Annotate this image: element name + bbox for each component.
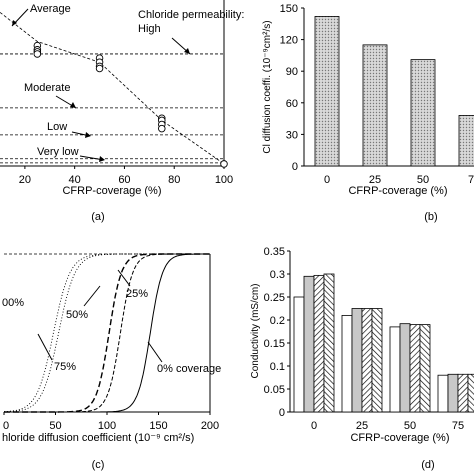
- bar: [458, 115, 474, 167]
- x-axis-label: CFRP-coverage (%): [62, 185, 161, 197]
- panel-d: 0 0.05 0.1 0.15 0.2 0.25 0.3 0.35 0 25 50 75CFRP-co…: [250, 246, 474, 471]
- y-tick-label: 0.1: [270, 361, 285, 373]
- panel-label: (a): [91, 211, 104, 223]
- panel-label: (c): [92, 459, 105, 471]
- arrow-0: [147, 341, 163, 363]
- y-axis-label: Conductivity (mS/cm): [250, 283, 261, 378]
- x-tick-label: 20: [19, 174, 31, 186]
- y-tick-label: 0.3: [270, 269, 285, 281]
- bar: [371, 308, 383, 413]
- y-tick-label: 120: [280, 35, 298, 47]
- label-high-2: High: [138, 23, 161, 35]
- bar: [399, 323, 411, 413]
- panel-c: 0 50 100 150 200 hloride diffusion coefficien…: [2, 253, 221, 471]
- series-line: [4, 253, 210, 413]
- y-tick-label: 150: [280, 3, 298, 15]
- y-tick-label: 0.2: [270, 315, 285, 327]
- x-tick-label: 40: [69, 174, 81, 186]
- y-axis-label: Cl diffusion coeffi. (10⁻⁹cm²/s): [262, 20, 273, 153]
- bar: [303, 275, 315, 413]
- x-tick-label: 0: [311, 420, 317, 432]
- bar: [314, 16, 340, 167]
- data-point: [158, 124, 166, 133]
- y-tick-label: 0.15: [264, 338, 285, 350]
- bar: [362, 44, 388, 167]
- x-tick-label: 150: [149, 420, 167, 432]
- x-tick-label: 25: [369, 174, 381, 186]
- x-tick-label: 50: [404, 420, 416, 432]
- x-tick-label: 60: [118, 174, 130, 186]
- arrowhead: [12, 20, 17, 26]
- bar: [457, 373, 469, 413]
- series-label-75: 75%: [54, 361, 76, 373]
- x-tick-label: 0: [3, 420, 9, 432]
- bar: [410, 59, 436, 167]
- x-tick-label: 100: [215, 174, 233, 186]
- bar: [361, 308, 373, 413]
- arrow-50: [83, 285, 101, 307]
- data-point: [33, 50, 42, 58]
- bar: [437, 374, 449, 413]
- x-tick-label: 0: [324, 174, 330, 186]
- y-tick-label: 0.05: [264, 384, 285, 396]
- bar: [419, 324, 431, 413]
- bar: [313, 274, 325, 413]
- data-point: [95, 64, 104, 73]
- series-line: [4, 253, 210, 413]
- arrow-75: [37, 333, 53, 361]
- panel-label: (d): [421, 459, 434, 471]
- y-tick-label: 0: [279, 407, 285, 419]
- arrowhead: [99, 156, 105, 162]
- bar: [409, 324, 421, 413]
- bar: [447, 373, 459, 413]
- x-tick-label: 75: [452, 420, 464, 432]
- label-high-1: Chloride permeability:: [138, 9, 244, 21]
- x-axis-label: CFRP-coverage (%): [348, 185, 447, 197]
- x-axis-label: CFRP-coverage (%): [350, 432, 449, 444]
- panel-b: 0 30 60 90 120 150 0 25 50 7 CFRP-coverage (%) Cl d…: [262, 3, 474, 223]
- x-tick-label: 100: [98, 420, 116, 432]
- label-low: Low: [47, 121, 67, 133]
- series-label-50: 50%: [66, 309, 88, 321]
- arrowhead: [184, 48, 190, 54]
- series-label-25: 25%: [126, 288, 148, 300]
- y-tick-label: 0: [292, 161, 298, 173]
- label-very-low: Very low: [37, 146, 79, 158]
- label-moderate: Moderate: [24, 82, 70, 94]
- panel-label: (b): [424, 211, 437, 223]
- label-average: Average: [30, 3, 71, 15]
- y-tick-label: 60: [286, 98, 298, 110]
- x-tick-label: 25: [356, 420, 368, 432]
- x-tick-label: 7: [468, 174, 474, 186]
- bar: [341, 314, 353, 413]
- x-tick-label: 50: [49, 420, 61, 432]
- y-tick-label: 30: [286, 129, 298, 141]
- y-tick-label: 90: [286, 66, 298, 78]
- bar: [323, 273, 335, 413]
- x-tick-label: 50: [417, 174, 429, 186]
- series-line: [4, 253, 210, 413]
- x-axis-label: hloride diffusion coefficient (10⁻⁹ cm²/…: [2, 432, 194, 444]
- x-tick-label: 80: [168, 174, 180, 186]
- bar: [293, 296, 305, 413]
- arrowhead: [70, 102, 76, 108]
- bar: [389, 326, 401, 413]
- y-tick-label: 0.25: [264, 292, 285, 304]
- y-tick-label: 0.35: [264, 246, 285, 258]
- x-tick-label: 200: [201, 420, 219, 432]
- series-label-100: 00%: [2, 297, 24, 309]
- arrowhead: [85, 132, 91, 138]
- series-label-0: 0% coverage: [157, 363, 221, 375]
- series-line: [4, 253, 210, 413]
- series-line: [4, 253, 210, 413]
- arrow-25: [117, 269, 131, 287]
- bar: [467, 373, 474, 413]
- bar: [351, 308, 363, 413]
- data-point: [220, 160, 228, 168]
- panel-a: 20 40 60 80 100 CFRP-coverage (%) Average Chlor…: [0, 0, 244, 223]
